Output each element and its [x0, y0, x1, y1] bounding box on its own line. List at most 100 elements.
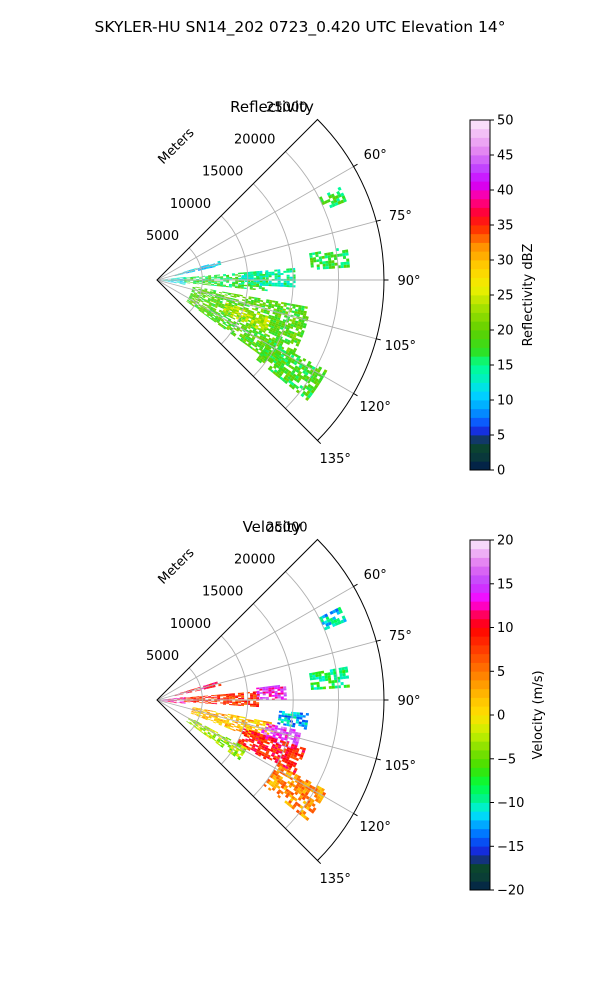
velocity-colorbar-band: [470, 653, 490, 663]
reflectivity-colorbar-tick-label: 45: [497, 149, 514, 164]
velocity-colorbar-band: [470, 610, 490, 620]
reflectivity-colorbar-tick-label: 25: [497, 289, 514, 304]
reflectivity-colorbar-tick-label: 35: [497, 219, 514, 234]
velocity-colorbar-band: [470, 863, 490, 873]
reflectivity-colorbar-band: [470, 443, 490, 453]
reflectivity-colorbar-band: [470, 356, 490, 366]
reflectivity-theta-tick-label: 120°: [360, 400, 391, 415]
velocity-colorbar-band: [470, 706, 490, 716]
reflectivity-colorbar-tick-label: 50: [497, 114, 514, 129]
velocity-echo-region: [256, 684, 287, 701]
velocity-theta-tick: [353, 813, 358, 817]
velocity-theta-tick-label: 60°: [364, 568, 387, 583]
reflectivity-theta-tick-label: 105°: [385, 339, 416, 354]
reflectivity-colorbar-band: [470, 172, 490, 182]
reflectivity-colorbar-band: [470, 207, 490, 217]
velocity-colorbar-band: [470, 828, 490, 838]
reflectivity-colorbar-tick-label: 10: [497, 394, 514, 409]
velocity-theta-tick: [317, 860, 322, 865]
reflectivity-colorbar-band: [470, 417, 490, 427]
velocity-colorbar: −20 −15 −10 −5 0 5 10 15 20: [469, 534, 524, 899]
velocity-colorbar-band: [470, 793, 490, 803]
velocity-colorbar-tick-label: −10: [497, 796, 524, 811]
velocity-sector-frame: [156, 538, 385, 862]
reflectivity-colorbar-band: [470, 277, 490, 287]
reflectivity-theta-tick-label: 90°: [397, 274, 420, 289]
reflectivity-azimuth-spoke: [156, 279, 377, 340]
reflectivity-colorbar-band: [470, 181, 490, 191]
velocity-colorbar-tick-label: 0: [497, 709, 505, 724]
reflectivity-theta-tick: [353, 163, 358, 167]
velocity-colorbar-band: [470, 627, 490, 637]
velocity-theta-tick-label: 90°: [397, 694, 420, 709]
reflectivity-azimuth-spoke: [156, 220, 377, 281]
velocity-echo-region: [309, 666, 350, 690]
reflectivity-theta-tick-label: 135°: [320, 452, 351, 467]
reflectivity-echo-region: [318, 186, 347, 209]
velocity-colorbar-band: [470, 855, 490, 865]
reflectivity-colorbar-tick-label: 30: [497, 254, 514, 269]
velocity-r-tick-label: 15000: [202, 585, 243, 600]
reflectivity-title: Reflectivity: [230, 98, 314, 116]
reflectivity-colorbar-band: [470, 216, 490, 226]
velocity-colorbar-band: [470, 548, 490, 558]
velocity-colorbar-band: [470, 680, 490, 690]
reflectivity-colorbar-band: [470, 303, 490, 313]
reflectivity-grid: [156, 151, 384, 409]
reflectivity-colorbar-band: [470, 338, 490, 348]
velocity-colorbar-band: [470, 872, 490, 882]
reflectivity-colorbar-band: [470, 225, 490, 235]
reflectivity-colorbar-band: [470, 382, 490, 392]
velocity-colorbar-band: [470, 820, 490, 830]
velocity-colorbar-band: [470, 881, 490, 891]
velocity-theta-tick-label: 105°: [385, 759, 416, 774]
velocity-grid: [156, 571, 384, 829]
velocity-echo-region: [318, 606, 347, 631]
velocity-panel: Velocity 5000 10000 15000 20000 25000 60° 75° 9…: [146, 518, 546, 899]
reflectivity-colorbar-band: [470, 128, 490, 138]
reflectivity-echo-region: [309, 248, 350, 270]
reflectivity-r-tick-label: 5000: [146, 229, 179, 244]
reflectivity-colorbar-band: [470, 400, 490, 410]
velocity-title: Velocity: [243, 518, 302, 536]
velocity-colorbar-tick-label: −20: [497, 884, 524, 899]
velocity-colorbar-band: [470, 540, 490, 550]
velocity-theta-tick: [353, 583, 358, 587]
reflectivity-azimuth-spoke: [156, 166, 354, 281]
reflectivity-colorbar-tick-label: 0: [497, 464, 505, 479]
velocity-colorbar-band: [470, 592, 490, 602]
reflectivity-echo-layer: [158, 186, 350, 401]
reflectivity-theta-tick: [376, 338, 381, 341]
velocity-azimuth-spoke: [156, 699, 354, 814]
velocity-axes: 5000 10000 15000 20000 25000 60° 75° 90° 105° 120…: [146, 521, 421, 888]
reflectivity-r-tick-label: 15000: [202, 165, 243, 180]
velocity-theta-tick-label: 135°: [320, 872, 351, 887]
reflectivity-colorbar-tick-label: 15: [497, 359, 514, 374]
velocity-colorbar-band: [470, 846, 490, 856]
velocity-theta-tick: [376, 639, 381, 642]
reflectivity-colorbar-band: [470, 426, 490, 436]
velocity-colorbar-band: [470, 811, 490, 821]
reflectivity-colorbar-band: [470, 295, 490, 305]
reflectivity-colorbar-band: [470, 321, 490, 331]
velocity-colorbar-band: [470, 837, 490, 847]
velocity-colorbar-tick-label: 15: [497, 577, 514, 592]
velocity-colorbar-band: [470, 750, 490, 760]
velocity-azimuth-spoke: [156, 699, 377, 760]
velocity-theta-tick-label: 75°: [389, 629, 412, 644]
velocity-colorbar-band: [470, 715, 490, 725]
reflectivity-colorbar-band: [470, 365, 490, 375]
velocity-r-axis-label: Meters: [156, 545, 198, 587]
reflectivity-colorbar-band: [470, 190, 490, 200]
reflectivity-panel: Reflectivity 5000 10000 15000 20000 25000 60°…: [146, 98, 536, 479]
velocity-colorbar-band: [470, 583, 490, 593]
reflectivity-r-axis-label: Meters: [156, 125, 198, 167]
velocity-colorbar-band: [470, 732, 490, 742]
velocity-colorbar-band: [470, 741, 490, 751]
velocity-colorbar-band: [470, 688, 490, 698]
reflectivity-colorbar-band: [470, 233, 490, 243]
reflectivity-colorbar-band: [470, 137, 490, 147]
velocity-r-tick-label: 5000: [146, 649, 179, 664]
reflectivity-colorbar-tick-label: 40: [497, 184, 514, 199]
